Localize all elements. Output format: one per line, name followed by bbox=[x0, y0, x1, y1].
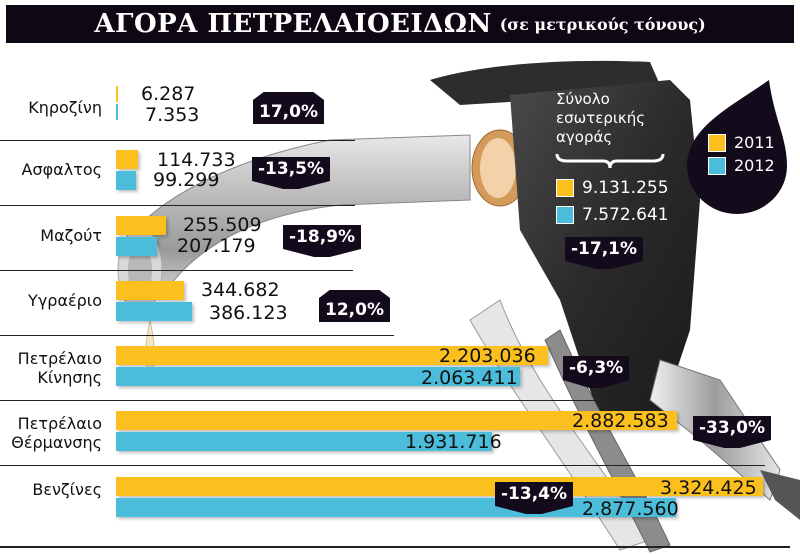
value-2011-diesel: 2.203.036 bbox=[439, 345, 536, 367]
value-2012-lpg: 386.123 bbox=[209, 302, 288, 324]
value-2011-kerosene: 6.287 bbox=[141, 83, 196, 105]
category-label-kerosene: Κηροζίνη bbox=[28, 98, 102, 117]
category-label-mazout: Μαζούτ bbox=[40, 226, 102, 245]
value-2011-gasoline: 3.324.425 bbox=[660, 477, 757, 499]
bar-2012-lpg bbox=[116, 302, 192, 321]
value-2012-mazout: 207.179 bbox=[177, 235, 256, 257]
chart-title: ΑΓΟΡΑ ΠΕΤΡΕΛΑΙΟΕΙΔΩΝ bbox=[94, 9, 492, 39]
bar-2012-diesel bbox=[116, 367, 520, 386]
bar-2011-heating-oil bbox=[116, 411, 677, 430]
row-divider bbox=[0, 465, 765, 466]
change-badge-heating-oil: -33,0% bbox=[693, 416, 772, 440]
chart-title-bar: ΑΓΟΡΑ ΠΕΤΡΕΛΑΙΟΕΙΔΩΝ (σε μετρικούς τόνου… bbox=[6, 5, 794, 43]
bar-2011-lpg bbox=[116, 281, 184, 300]
change-badge-kerosene: 17,0% bbox=[253, 100, 324, 124]
row-divider bbox=[0, 400, 635, 401]
value-2011-mazout: 255.509 bbox=[183, 214, 262, 236]
bar-2011-diesel bbox=[116, 346, 548, 365]
change-badge-asphalt: -13,5% bbox=[252, 157, 331, 181]
total-2012-row: 7.572.641 bbox=[556, 205, 669, 225]
row-divider bbox=[0, 140, 355, 141]
value-2012-asphalt: 99.299 bbox=[153, 169, 220, 191]
row-divider bbox=[0, 335, 394, 336]
total-2011-value: 9.131.255 bbox=[582, 178, 669, 198]
value-2012-gasoline: 2.877.560 bbox=[582, 498, 679, 520]
chart-subtitle: (σε μετρικούς τόνους) bbox=[499, 14, 706, 34]
change-badge-mazout: -18,9% bbox=[283, 225, 362, 249]
category-label-diesel: Πετρέλαιο Κίνησης bbox=[17, 349, 102, 387]
category-label-gasoline: Βενζίνες bbox=[32, 480, 102, 499]
bar-2011-kerosene bbox=[116, 86, 118, 102]
value-2011-asphalt: 114.733 bbox=[157, 149, 236, 171]
change-badge-diesel: -6,3% bbox=[563, 356, 630, 380]
row-divider bbox=[0, 546, 790, 548]
oil-drop-legend-icon bbox=[687, 80, 787, 214]
total-change-badge: -17,1% bbox=[565, 237, 644, 261]
bar-2012-kerosene bbox=[116, 104, 118, 120]
row-divider bbox=[0, 270, 353, 271]
bar-2012-asphalt bbox=[116, 171, 136, 190]
legend-item-2011: 2011 bbox=[708, 133, 775, 152]
value-2011-lpg: 344.682 bbox=[201, 279, 280, 301]
bar-2012-mazout bbox=[116, 237, 157, 256]
legend-swatch-2011-icon bbox=[708, 133, 726, 152]
row-divider bbox=[0, 205, 355, 206]
change-badge-lpg: 12,0% bbox=[319, 298, 390, 322]
value-2011-heating-oil: 2.882.583 bbox=[572, 410, 669, 432]
change-badge-gasoline: -13,4% bbox=[495, 482, 574, 506]
category-label-asphalt: Ασφαλτος bbox=[21, 160, 102, 179]
bar-2011-gasoline bbox=[116, 477, 763, 496]
swatch-2011-icon bbox=[556, 179, 574, 197]
bar-2011-mazout bbox=[116, 216, 166, 235]
value-2012-kerosene: 7.353 bbox=[145, 104, 200, 126]
category-label-heating-oil: Πετρέλαιο Θέρμανσης bbox=[11, 414, 102, 452]
legend-item-2012: 2012 bbox=[708, 156, 775, 175]
total-market-label: Σύνολο εσωτερικής αγοράς bbox=[556, 90, 646, 146]
value-2012-diesel: 2.063.411 bbox=[421, 367, 518, 389]
brace-icon bbox=[555, 153, 665, 169]
swatch-2012-icon bbox=[556, 206, 574, 224]
category-label-lpg: Υγραέριο bbox=[28, 291, 102, 310]
bar-2011-asphalt bbox=[116, 150, 138, 169]
total-2012-value: 7.572.641 bbox=[582, 205, 669, 225]
value-2012-heating-oil: 1.931.716 bbox=[405, 431, 502, 453]
legend-swatch-2012-icon bbox=[708, 156, 726, 175]
total-2011-row: 9.131.255 bbox=[556, 178, 669, 198]
bar-2012-heating-oil bbox=[116, 432, 492, 451]
